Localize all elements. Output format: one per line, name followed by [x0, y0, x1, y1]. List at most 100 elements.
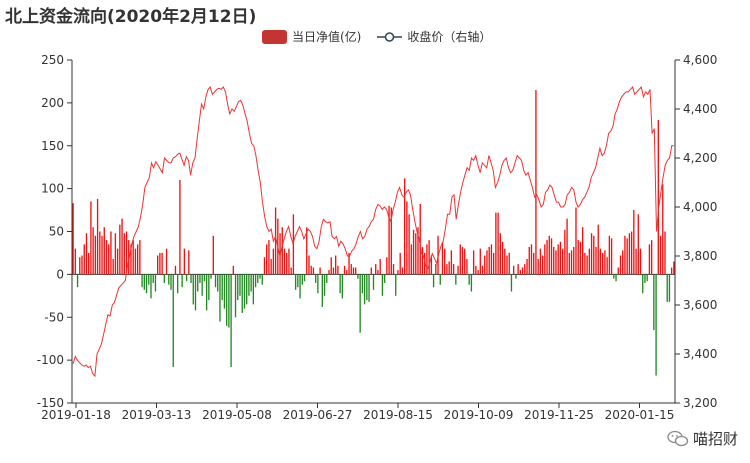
bar — [521, 267, 524, 275]
bar — [299, 274, 301, 299]
bar — [343, 265, 346, 275]
bar — [637, 214, 639, 275]
bar — [272, 248, 275, 275]
bar — [548, 235, 550, 275]
bar — [564, 229, 566, 275]
bar — [177, 274, 179, 294]
bar — [481, 265, 484, 275]
bar — [468, 274, 470, 285]
bar — [397, 270, 399, 275]
bar — [381, 274, 384, 296]
bar — [619, 255, 622, 275]
y-right-tick-label: 3,800 — [683, 249, 717, 263]
bar — [544, 244, 546, 275]
bar — [452, 264, 455, 275]
bar — [455, 274, 457, 285]
watermark-text: 喵招财 — [692, 430, 738, 448]
bar — [435, 264, 437, 275]
bar — [208, 274, 210, 301]
bar — [339, 274, 341, 294]
bar — [653, 274, 655, 331]
bar — [617, 267, 619, 275]
bar — [346, 270, 348, 275]
bar — [248, 274, 250, 296]
bar — [317, 274, 319, 294]
bar — [123, 233, 125, 275]
bar — [401, 267, 404, 275]
bar — [597, 224, 599, 275]
y-right-tick-label: 4,000 — [683, 200, 717, 214]
legend-label-close-price: 收盘价（右轴） — [407, 30, 492, 44]
bar — [428, 240, 430, 275]
bar — [459, 244, 461, 275]
y-left-tick-label: 150 — [41, 139, 64, 153]
legend-bar-swatch — [262, 29, 287, 44]
bar — [484, 255, 486, 275]
y-right-tick-label: 4,400 — [683, 102, 717, 116]
bar — [479, 248, 481, 275]
y-left-tick-label: -50 — [44, 310, 64, 324]
bar — [203, 274, 206, 282]
bar — [377, 270, 379, 275]
bar — [372, 274, 375, 290]
y-left-tick-label: 0 — [56, 267, 64, 281]
bar — [214, 274, 217, 288]
bar — [185, 274, 188, 282]
bar — [615, 274, 617, 282]
bar — [557, 244, 559, 275]
bar — [205, 274, 208, 311]
bar — [94, 235, 97, 275]
bar — [139, 240, 141, 275]
bar — [128, 240, 130, 275]
bar — [168, 274, 170, 285]
bar — [648, 244, 651, 275]
bar — [444, 248, 446, 275]
bar — [330, 257, 332, 275]
bar — [250, 274, 252, 292]
bar — [541, 255, 544, 275]
bar — [361, 274, 364, 294]
bar — [121, 218, 123, 275]
bar — [537, 258, 539, 275]
bar — [392, 264, 395, 275]
bar — [510, 274, 513, 292]
bar — [486, 250, 488, 275]
bar — [217, 274, 219, 292]
bar — [590, 233, 593, 275]
bar — [528, 246, 530, 275]
bar — [457, 265, 459, 275]
bar — [297, 274, 299, 288]
bar — [388, 205, 390, 275]
bar — [535, 90, 537, 275]
bar — [143, 274, 145, 290]
legend-item-net-flow[interactable]: 当日净值(亿) — [262, 28, 361, 45]
bar — [366, 274, 368, 301]
bar — [259, 274, 261, 279]
bar — [132, 240, 134, 275]
bar — [539, 248, 542, 275]
bar — [533, 252, 535, 275]
bar — [194, 274, 197, 311]
y-right-tick-label: 3,600 — [683, 298, 717, 312]
bar — [608, 235, 611, 275]
y-left-tick-label: -100 — [37, 353, 64, 367]
bar — [570, 250, 573, 275]
bar — [573, 246, 575, 275]
bar — [499, 233, 501, 275]
bar — [650, 240, 653, 275]
bar — [426, 244, 428, 275]
bar — [108, 244, 110, 275]
bar — [466, 258, 468, 275]
bar — [530, 244, 533, 275]
bar — [432, 274, 435, 288]
y-left-tick-label: 250 — [41, 53, 64, 67]
legend-item-close-price[interactable]: 收盘价（右轴） — [377, 28, 491, 45]
bar — [230, 274, 232, 367]
bar — [308, 255, 310, 275]
bar — [633, 210, 635, 275]
bar — [662, 184, 664, 275]
bar — [85, 233, 88, 275]
bar — [659, 235, 662, 275]
bar — [212, 235, 214, 275]
